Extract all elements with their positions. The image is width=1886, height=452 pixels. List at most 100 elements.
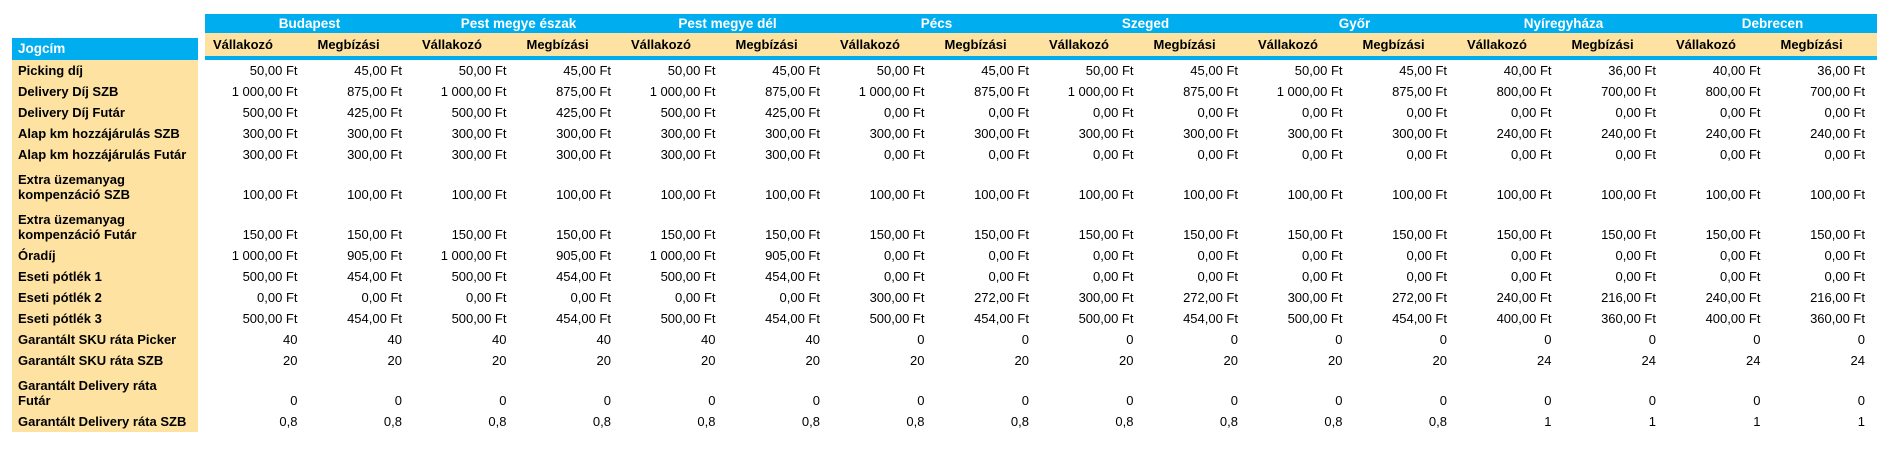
value-cell: 40,00 Ft — [1712, 63, 1761, 78]
value-cell: 0 — [812, 393, 820, 408]
value-cell: 0 — [1753, 393, 1761, 408]
value-cell: 20 — [1014, 353, 1029, 368]
row-values: 20 20 20 20 20 20 20 20 20 20 20 20 24 24 24 24 — [205, 350, 1877, 371]
value-cell: 0,00 Ft — [1720, 147, 1761, 162]
value-cell: 0,00 Ft — [1197, 248, 1238, 263]
value-cell: 0,00 Ft — [257, 290, 298, 305]
value-cell: 0,00 Ft — [361, 290, 402, 305]
value-cell: 40 — [387, 332, 402, 347]
value-cell: 50,00 Ft — [1085, 63, 1134, 78]
region-header-7: Nyíregyháza — [1523, 16, 1604, 31]
row-label: Alap km hozzájárulás Futár — [12, 144, 198, 165]
value-cell: 0,00 Ft — [1406, 105, 1447, 120]
row-values: 1 000,00 Ft 875,00 Ft 1 000,00 Ft 875,00 Ft… — [205, 81, 1877, 102]
value-cell: 150,00 Ft — [1287, 227, 1343, 242]
value-cell: 0,00 Ft — [779, 290, 820, 305]
value-cell: 150,00 Ft — [1392, 227, 1447, 242]
value-cell: 0,00 Ft — [884, 248, 925, 263]
value-cell: 0,00 Ft — [1302, 147, 1343, 162]
value-cell: 300,00 Ft — [1078, 290, 1134, 305]
value-cell: 0,00 Ft — [1615, 248, 1656, 263]
value-cell: 100,00 Ft — [347, 187, 402, 202]
value-cell: 300,00 Ft — [1287, 290, 1343, 305]
value-cell: 0,00 Ft — [988, 269, 1029, 284]
value-cell: 500,00 Ft — [869, 311, 925, 326]
value-cell: 0 — [1439, 332, 1447, 347]
value-cell: 1 — [1648, 414, 1656, 429]
value-cell: 360,00 Ft — [1810, 311, 1865, 326]
value-cell: 500,00 Ft — [451, 311, 507, 326]
column-gutter — [198, 411, 205, 432]
value-cell: 150,00 Ft — [1496, 227, 1552, 242]
value-cell: 0,00 Ft — [1824, 248, 1865, 263]
table-row: Delivery Díj SZB 1 000,00 Ft 875,00 Ft 1 00… — [12, 81, 1877, 102]
row-label: Garantált SKU ráta Picker — [12, 329, 198, 350]
value-cell: 100,00 Ft — [1287, 187, 1343, 202]
region-header-8: Debrecen — [1741, 16, 1804, 31]
value-cell: 0,00 Ft — [1406, 248, 1447, 263]
value-cell: 0,00 Ft — [1615, 147, 1656, 162]
value-cell: 0 — [603, 393, 611, 408]
value-cell: 454,00 Ft — [347, 269, 402, 284]
value-cell: 0,00 Ft — [1093, 248, 1134, 263]
value-cell: 425,00 Ft — [765, 105, 820, 120]
value-cell: 0 — [917, 332, 925, 347]
value-cell: 300,00 Ft — [556, 147, 611, 162]
value-cell: 40 — [701, 332, 716, 347]
value-cell: 905,00 Ft — [347, 248, 402, 263]
value-cell: 0,00 Ft — [1197, 269, 1238, 284]
subheader-cell: Vállakozó — [1467, 37, 1527, 52]
subheader-cell: Megbízási — [1362, 37, 1425, 52]
value-cell: 272,00 Ft — [974, 290, 1029, 305]
pricing-table: Budapest Pest megye észak Pest megye dél Pé… — [12, 14, 1877, 432]
region-header-1: Budapest — [278, 16, 341, 31]
value-cell: 50,00 Ft — [458, 63, 507, 78]
column-gutter — [198, 329, 205, 350]
jogcim-header: Jogcím — [12, 38, 198, 60]
value-cell: 24 — [1641, 353, 1656, 368]
row-values: 0 0 0 0 0 0 0 0 0 0 0 0 0 0 0 0 — [205, 371, 1877, 411]
value-cell: 300,00 Ft — [765, 147, 820, 162]
value-cell: 875,00 Ft — [1183, 84, 1238, 99]
value-cell: 240,00 Ft — [1705, 290, 1761, 305]
value-cell: 240,00 Ft — [1496, 290, 1552, 305]
value-cell: 875,00 Ft — [347, 84, 402, 99]
value-cell: 240,00 Ft — [1496, 126, 1552, 141]
value-cell: 0,8 — [279, 414, 298, 429]
value-cell: 0 — [1544, 393, 1552, 408]
value-cell: 425,00 Ft — [347, 105, 402, 120]
table-row: Garantált Delivery ráta Futár 0 0 0 0 0 0 0 0 0 0 0… — [12, 371, 1877, 411]
value-cell: 300,00 Ft — [869, 126, 925, 141]
value-cell: 100,00 Ft — [974, 187, 1029, 202]
value-cell: 50,00 Ft — [249, 63, 298, 78]
value-cell: 0 — [917, 393, 925, 408]
value-cell: 300,00 Ft — [660, 126, 716, 141]
value-cell: 300,00 Ft — [974, 126, 1029, 141]
value-cell: 100,00 Ft — [1496, 187, 1552, 202]
value-cell: 0,00 Ft — [884, 269, 925, 284]
value-cell: 20 — [492, 353, 507, 368]
value-cell: 300,00 Ft — [1078, 126, 1134, 141]
subheader-cell: Megbízási — [1780, 37, 1843, 52]
value-cell: 1 — [1544, 414, 1552, 429]
value-cell: 20 — [596, 353, 611, 368]
row-values: 300,00 Ft 300,00 Ft 300,00 Ft 300,00 Ft 300,… — [205, 144, 1877, 165]
value-cell: 400,00 Ft — [1705, 311, 1761, 326]
column-gutter — [198, 205, 205, 245]
value-cell: 20 — [805, 353, 820, 368]
value-cell: 0,00 Ft — [1511, 105, 1552, 120]
row-label: Garantált SKU ráta SZB — [12, 350, 198, 371]
value-cell: 150,00 Ft — [765, 227, 820, 242]
value-cell: 150,00 Ft — [869, 227, 925, 242]
value-cell: 500,00 Ft — [242, 269, 298, 284]
table-row: Alap km hozzájárulás SZB 300,00 Ft 300,00 … — [12, 123, 1877, 144]
value-cell: 0 — [1544, 332, 1552, 347]
region-header-6: Győr — [1338, 16, 1371, 31]
value-cell: 300,00 Ft — [1287, 126, 1343, 141]
value-cell: 40 — [492, 332, 507, 347]
subheader-cell: Megbízási — [1153, 37, 1216, 52]
row-label: Extra üzemanyag kompenzáció SZB — [12, 165, 198, 205]
value-cell: 875,00 Ft — [1392, 84, 1447, 99]
table-row: Eseti pótlék 2 0,00 Ft 0,00 Ft 0,00 Ft 0,00 … — [12, 287, 1877, 308]
value-cell: 100,00 Ft — [660, 187, 716, 202]
